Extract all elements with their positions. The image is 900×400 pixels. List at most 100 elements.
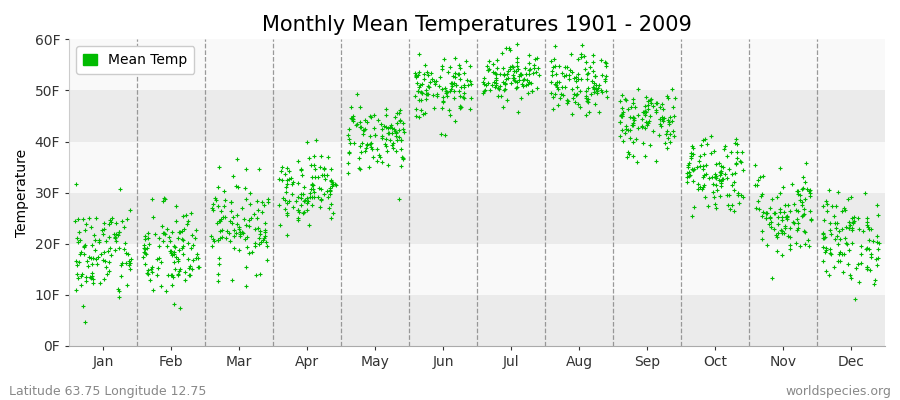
Point (588, 72, 602, 79)
Bar (69, 142, 885, 193)
Point (493, 71, 508, 77)
Point (379, 124, 393, 130)
Point (850, 265, 864, 272)
Point (797, 195, 812, 202)
Point (85, 261, 99, 267)
Point (383, 136, 398, 143)
Point (384, 124, 399, 131)
Point (589, 100, 603, 107)
Point (702, 175, 716, 182)
Point (626, 114, 640, 121)
Point (641, 102, 655, 108)
Point (770, 248, 784, 254)
Point (187, 235, 202, 242)
Point (696, 136, 710, 143)
Point (731, 191, 745, 198)
Point (776, 184, 790, 190)
Point (230, 156, 244, 162)
Point (860, 264, 874, 271)
Point (176, 245, 190, 251)
Point (393, 118, 408, 124)
Point (793, 197, 807, 204)
Point (216, 214, 230, 220)
Point (818, 234, 832, 240)
Point (163, 238, 177, 244)
Point (802, 188, 816, 194)
Point (519, 82, 534, 88)
Point (368, 132, 382, 138)
Point (350, 121, 365, 127)
Point (393, 146, 408, 152)
Point (446, 72, 461, 79)
Point (212, 164, 227, 170)
Point (141, 267, 156, 273)
Point (173, 266, 187, 272)
Point (417, 76, 431, 82)
Point (510, 63, 525, 69)
Point (832, 249, 847, 256)
Point (89, 256, 104, 263)
Point (317, 172, 331, 178)
Point (141, 270, 156, 277)
Point (736, 167, 751, 173)
Point (845, 215, 859, 222)
Point (564, 69, 579, 75)
Point (477, 75, 491, 82)
Point (207, 238, 221, 244)
Point (639, 94, 653, 100)
Point (550, 78, 564, 85)
Point (548, 63, 562, 69)
Point (410, 88, 425, 94)
Point (549, 82, 563, 88)
Point (487, 79, 501, 85)
Point (280, 165, 294, 171)
Point (756, 208, 770, 215)
Point (856, 228, 870, 234)
Point (762, 214, 777, 220)
Point (323, 188, 338, 194)
Point (819, 268, 833, 274)
Point (722, 166, 736, 172)
Point (494, 93, 508, 99)
Point (783, 245, 797, 252)
Point (504, 80, 518, 86)
Point (615, 112, 629, 118)
Point (589, 86, 603, 92)
Point (544, 58, 558, 64)
Point (706, 180, 721, 187)
Point (372, 152, 386, 159)
Point (454, 103, 468, 110)
Point (295, 172, 310, 178)
Point (176, 236, 190, 242)
Point (313, 185, 328, 192)
Point (95, 231, 110, 238)
Point (708, 174, 723, 180)
Point (80, 262, 94, 269)
Point (418, 91, 433, 97)
Point (113, 262, 128, 268)
Point (748, 182, 762, 188)
Point (514, 70, 528, 77)
Point (149, 272, 164, 278)
Point (328, 182, 343, 188)
Point (804, 190, 818, 196)
Point (704, 133, 718, 139)
Point (709, 182, 724, 189)
Point (435, 86, 449, 92)
Point (783, 234, 797, 240)
Point (488, 84, 502, 91)
Point (571, 71, 585, 77)
Point (861, 237, 876, 243)
Point (755, 235, 770, 242)
Point (279, 189, 293, 195)
Point (551, 86, 565, 92)
Point (787, 220, 801, 226)
Point (860, 266, 875, 272)
Point (251, 224, 266, 231)
Point (598, 77, 613, 84)
Point (168, 244, 183, 250)
Point (481, 80, 495, 86)
Point (171, 270, 185, 277)
Point (724, 148, 738, 155)
Point (800, 186, 814, 192)
